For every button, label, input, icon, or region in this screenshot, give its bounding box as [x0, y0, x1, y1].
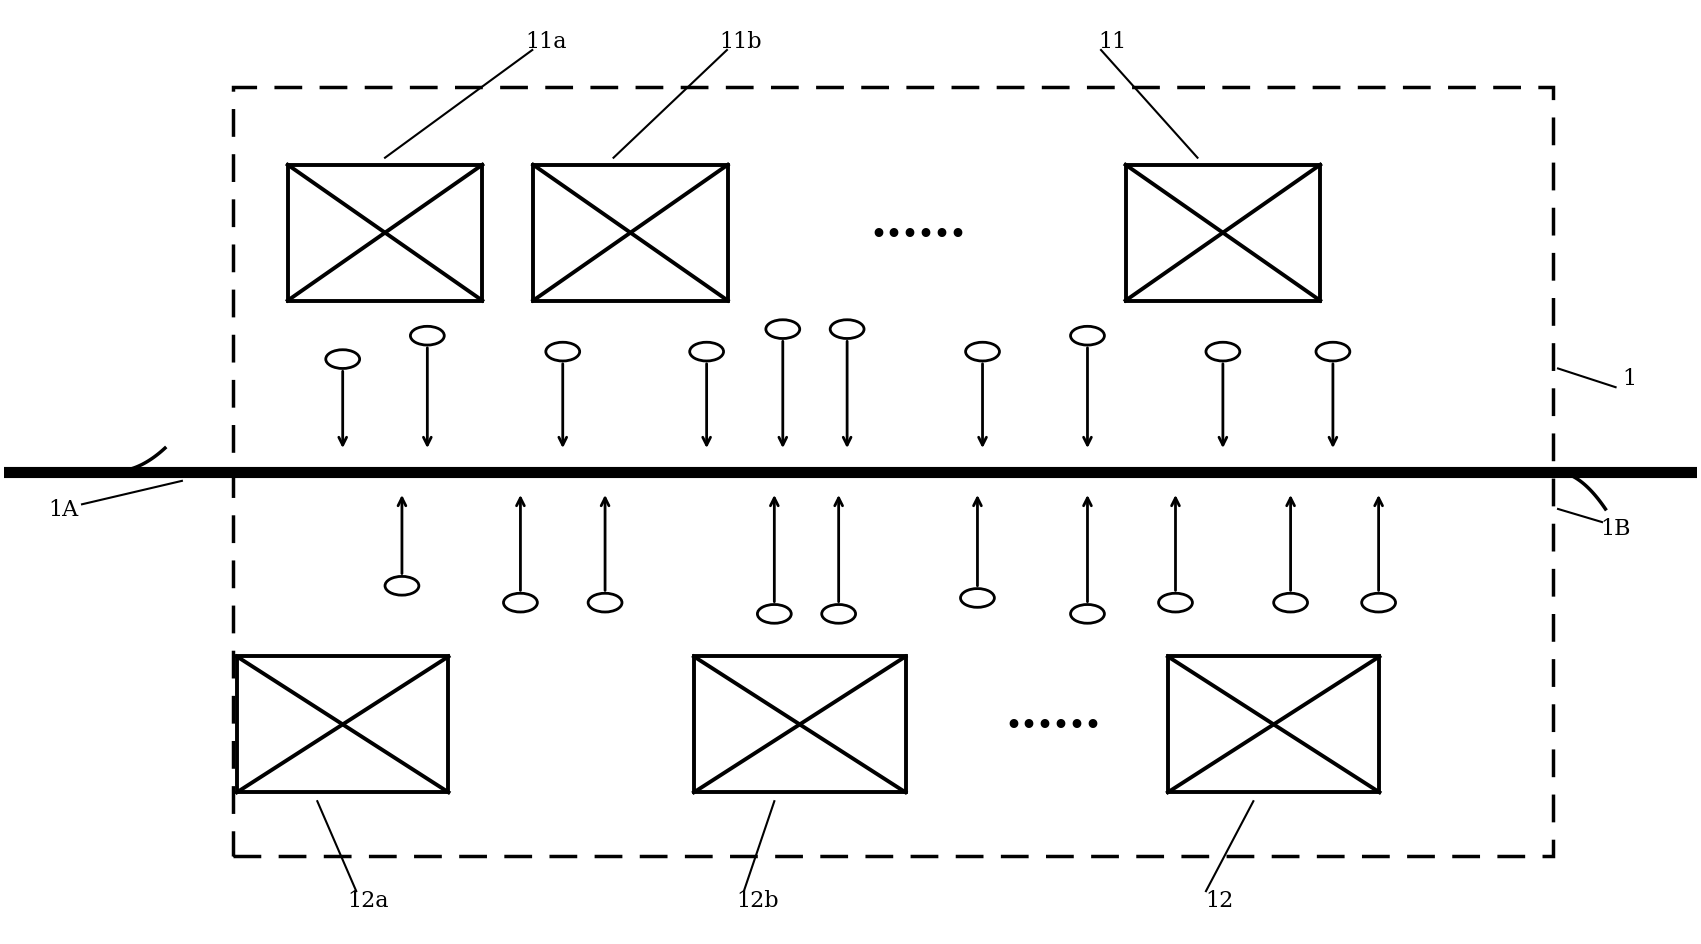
Bar	[287, 165, 483, 301]
Bar	[236, 657, 449, 792]
Text: 1: 1	[1623, 367, 1636, 390]
Text: 1A: 1A	[48, 498, 78, 520]
Bar	[1126, 165, 1320, 301]
Bar	[694, 657, 905, 792]
Text: 12b: 12b	[737, 889, 779, 912]
Text: 12: 12	[1206, 889, 1233, 912]
Bar	[1169, 657, 1380, 792]
Text: 11a: 11a	[526, 30, 566, 53]
Text: 11: 11	[1099, 30, 1128, 53]
Bar	[532, 165, 728, 301]
Bar	[233, 89, 1553, 855]
Text: 1B: 1B	[1601, 517, 1631, 539]
Text: 11b: 11b	[720, 30, 762, 53]
Text: 12a: 12a	[347, 889, 390, 912]
Text: ••••••: ••••••	[871, 222, 966, 245]
Text: ••••••: ••••••	[1005, 713, 1102, 736]
